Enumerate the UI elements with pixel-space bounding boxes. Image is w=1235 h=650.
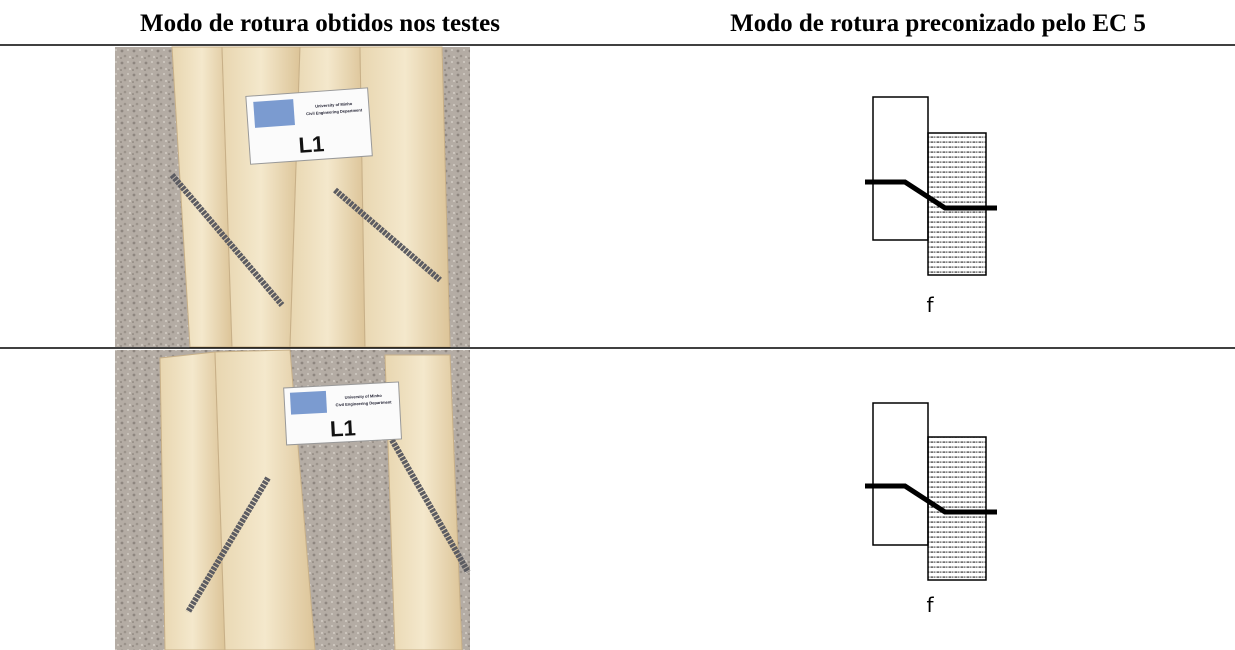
diagram: f [865,96,997,317]
header-cell: Modo de rotura obtidos nos testes [140,10,500,37]
logo [289,390,328,415]
photo: University of Minho Civil Engineering De… [115,349,471,650]
screw [389,438,471,574]
card-id: L1 [298,131,325,158]
logo [253,99,295,128]
card: University of Minho Civil Engineering De… [283,381,403,446]
photo: University of Minho Civil Engineering De… [115,46,470,348]
caption: f [926,593,934,617]
member-left [872,96,929,241]
card-org: University of Minho [345,393,383,400]
card-dept: Civil Engineering Department [306,107,363,116]
card-id: L1 [329,415,356,441]
screw [169,173,285,307]
plank [221,46,301,348]
plank [359,46,451,348]
fastener [865,483,997,515]
plank [384,354,463,650]
screw [185,476,271,614]
caption: f [926,293,934,317]
card: University of Minho Civil Engineering De… [245,87,373,165]
card-org: University of Minho [315,101,353,109]
screw [333,187,442,283]
header-cell: Modo de rotura preconizado pelo EC 5 [730,10,1146,37]
fastener [865,179,997,211]
card-dept: Civil Engineering Department [335,399,392,407]
member-left [872,402,929,546]
diagram: f [865,402,997,617]
